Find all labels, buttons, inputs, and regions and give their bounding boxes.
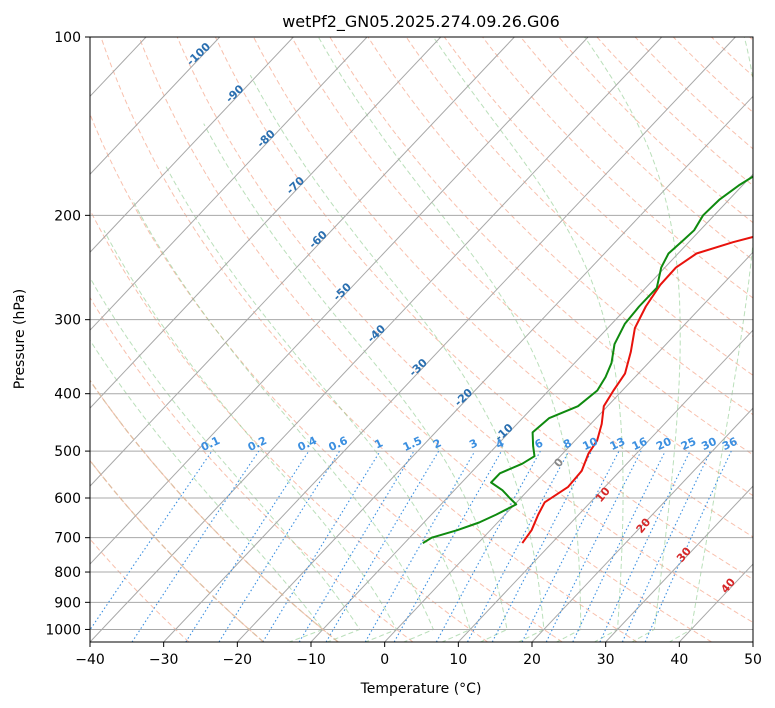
dry-adiabat	[291, 37, 753, 497]
y-tick-label: 700	[54, 531, 81, 547]
isotherm	[90, 37, 368, 331]
mixing-ratio-label: 10	[580, 435, 600, 453]
mixing-ratio-line	[572, 450, 666, 642]
dry-adiabat	[90, 538, 190, 642]
x-tick-label: −10	[296, 652, 326, 668]
moist-adiabat	[317, 37, 582, 642]
dry-adiabat	[558, 37, 753, 224]
isotherm	[236, 95, 753, 642]
isotherm	[752, 641, 753, 642]
x-axis-label: Temperature (°C)	[360, 681, 482, 697]
mixing-ratio-line	[90, 450, 213, 631]
dry-adiabat	[367, 37, 753, 416]
y-axis-label: Pressure (hPa)	[12, 289, 28, 389]
moist-adiabat	[90, 276, 361, 642]
dry-adiabat	[100, 37, 638, 642]
x-tick-label: −40	[75, 652, 105, 668]
dewpoint-profile-line	[422, 175, 753, 544]
y-tick-label: 1000	[45, 622, 81, 638]
x-tick-label: 20	[523, 652, 541, 668]
isotherm	[457, 329, 753, 642]
mixing-ratio-label: 20	[654, 435, 674, 453]
mixing-ratio-label: 30	[699, 435, 719, 453]
moist-adiabat	[432, 37, 624, 642]
mixing-ratio-line	[545, 450, 642, 642]
isotherm	[90, 37, 294, 253]
dry-adiabat	[176, 37, 753, 623]
mixing-ratio-label: 13	[608, 435, 627, 453]
x-tick-label: 10	[449, 652, 467, 668]
mixing-ratio-line	[298, 450, 415, 642]
isotherm	[90, 37, 589, 565]
x-tick-label: 0	[380, 652, 389, 668]
y-tick-label: 100	[54, 30, 81, 46]
x-tick-label: 30	[597, 652, 615, 668]
dry-adiabat	[329, 37, 753, 456]
x-tick-label: 40	[670, 652, 688, 668]
isotherm	[90, 37, 442, 409]
isotherm	[90, 37, 221, 176]
chart-title: wetPf2_GN05.2025.274.09.26.G06	[282, 12, 560, 32]
dry-adiabat	[405, 37, 753, 376]
plot-background	[90, 37, 753, 642]
mixing-ratio-line	[218, 450, 341, 642]
y-tick-label: 300	[54, 313, 81, 329]
x-tick-label: −20	[223, 652, 253, 668]
y-tick-label: 600	[54, 491, 81, 507]
dry-adiabat	[482, 37, 753, 299]
isotherm	[90, 37, 515, 487]
axis-layer: −40 −30 −20 −10 0 10 20 30 40 50 100 200 300 400 500 60…	[45, 30, 762, 668]
isotherm	[163, 37, 736, 642]
moist-adiabat	[103, 230, 398, 642]
dry-adiabat	[634, 37, 753, 150]
moist-adiabat	[164, 164, 471, 642]
reference-adiabat	[90, 459, 264, 642]
x-tick-label: −30	[149, 652, 179, 668]
dry-adiabat	[90, 296, 414, 642]
isotherm	[310, 173, 753, 642]
series-layer	[422, 175, 753, 544]
mixing-ratio-line	[364, 450, 476, 642]
dry-adiabat	[443, 37, 753, 337]
moist-adiabat	[668, 37, 753, 642]
y-tick-label: 200	[54, 208, 81, 224]
y-tick-label: 400	[54, 387, 81, 403]
mixing-ratio-line	[599, 450, 691, 642]
mixing-ratio-line	[185, 450, 310, 642]
isotherm	[90, 37, 663, 642]
y-tick-label: 800	[54, 565, 81, 581]
y-tick-label: 500	[54, 444, 81, 460]
mixing-ratio-label: 36	[720, 435, 740, 453]
dry-adiabat	[214, 37, 753, 580]
moist-adiabat	[249, 74, 545, 642]
mixing-ratio-line	[325, 450, 440, 642]
temperature-profile-line	[521, 235, 753, 544]
y-tick-label: 900	[54, 595, 81, 611]
x-tick-label: 50	[744, 652, 762, 668]
mixing-ratio-line	[393, 450, 502, 642]
mixing-ratio-label: 16	[630, 435, 650, 453]
mixing-ratio-label: 25	[679, 435, 698, 453]
moist-adiabat	[131, 199, 435, 642]
mixing-ratio-line	[262, 450, 381, 642]
dry-adiabat	[253, 37, 753, 538]
moist-adiabat	[584, 37, 681, 642]
isotherm	[0, 37, 72, 642]
moist-adiabat	[90, 339, 324, 642]
mixing-ratio-line	[435, 450, 541, 642]
grid-layer	[0, 37, 753, 642]
plot-frame	[89, 36, 754, 643]
mixing-ratio-line	[621, 450, 711, 642]
isotherm	[605, 485, 753, 642]
isotherm	[384, 251, 753, 642]
isotherm	[531, 407, 753, 642]
dry-adiabat	[138, 37, 712, 642]
mixing-ratio-line	[644, 450, 732, 642]
